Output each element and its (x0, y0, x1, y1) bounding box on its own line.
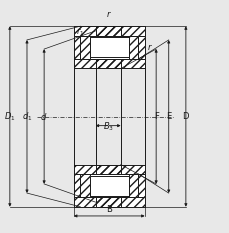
Bar (95, 59, 120, 69)
Text: r: r (147, 43, 151, 52)
Text: F: F (153, 112, 158, 121)
Bar (89, 176, 128, 195)
Bar (80, 174, 89, 198)
Bar (138, 35, 144, 59)
Bar (80, 35, 89, 59)
Bar (74, 35, 80, 59)
Bar (128, 174, 138, 198)
Bar (128, 35, 138, 59)
Bar (74, 164, 144, 174)
Text: $B_3$: $B_3$ (102, 120, 113, 133)
Bar (128, 174, 138, 198)
Bar (138, 174, 144, 198)
Bar (80, 35, 89, 59)
Bar (74, 198, 144, 207)
Bar (95, 164, 120, 174)
Bar (74, 174, 80, 198)
Bar (80, 174, 138, 198)
Bar (95, 198, 120, 207)
Text: r: r (106, 10, 109, 19)
Bar (74, 198, 144, 207)
Bar (74, 26, 144, 35)
Bar (89, 38, 128, 57)
Bar (138, 35, 144, 59)
Bar (128, 35, 138, 59)
Bar (95, 59, 120, 69)
Bar (80, 174, 89, 198)
Bar (74, 59, 144, 69)
Text: B: B (106, 205, 112, 214)
Text: $D_1$: $D_1$ (4, 110, 16, 123)
Text: E: E (165, 112, 171, 121)
Text: $d_1$: $d_1$ (22, 110, 32, 123)
Bar (74, 174, 80, 198)
Bar (80, 35, 138, 59)
Bar (74, 59, 144, 69)
Text: D: D (182, 112, 188, 121)
Bar (95, 164, 120, 174)
Bar (74, 164, 144, 174)
Bar (95, 26, 120, 35)
Bar (95, 26, 120, 35)
Bar (74, 26, 144, 35)
Text: $r_1$: $r_1$ (75, 26, 84, 38)
Bar (95, 198, 120, 207)
Text: $d$: $d$ (40, 111, 48, 122)
Bar (138, 174, 144, 198)
Bar (74, 35, 80, 59)
